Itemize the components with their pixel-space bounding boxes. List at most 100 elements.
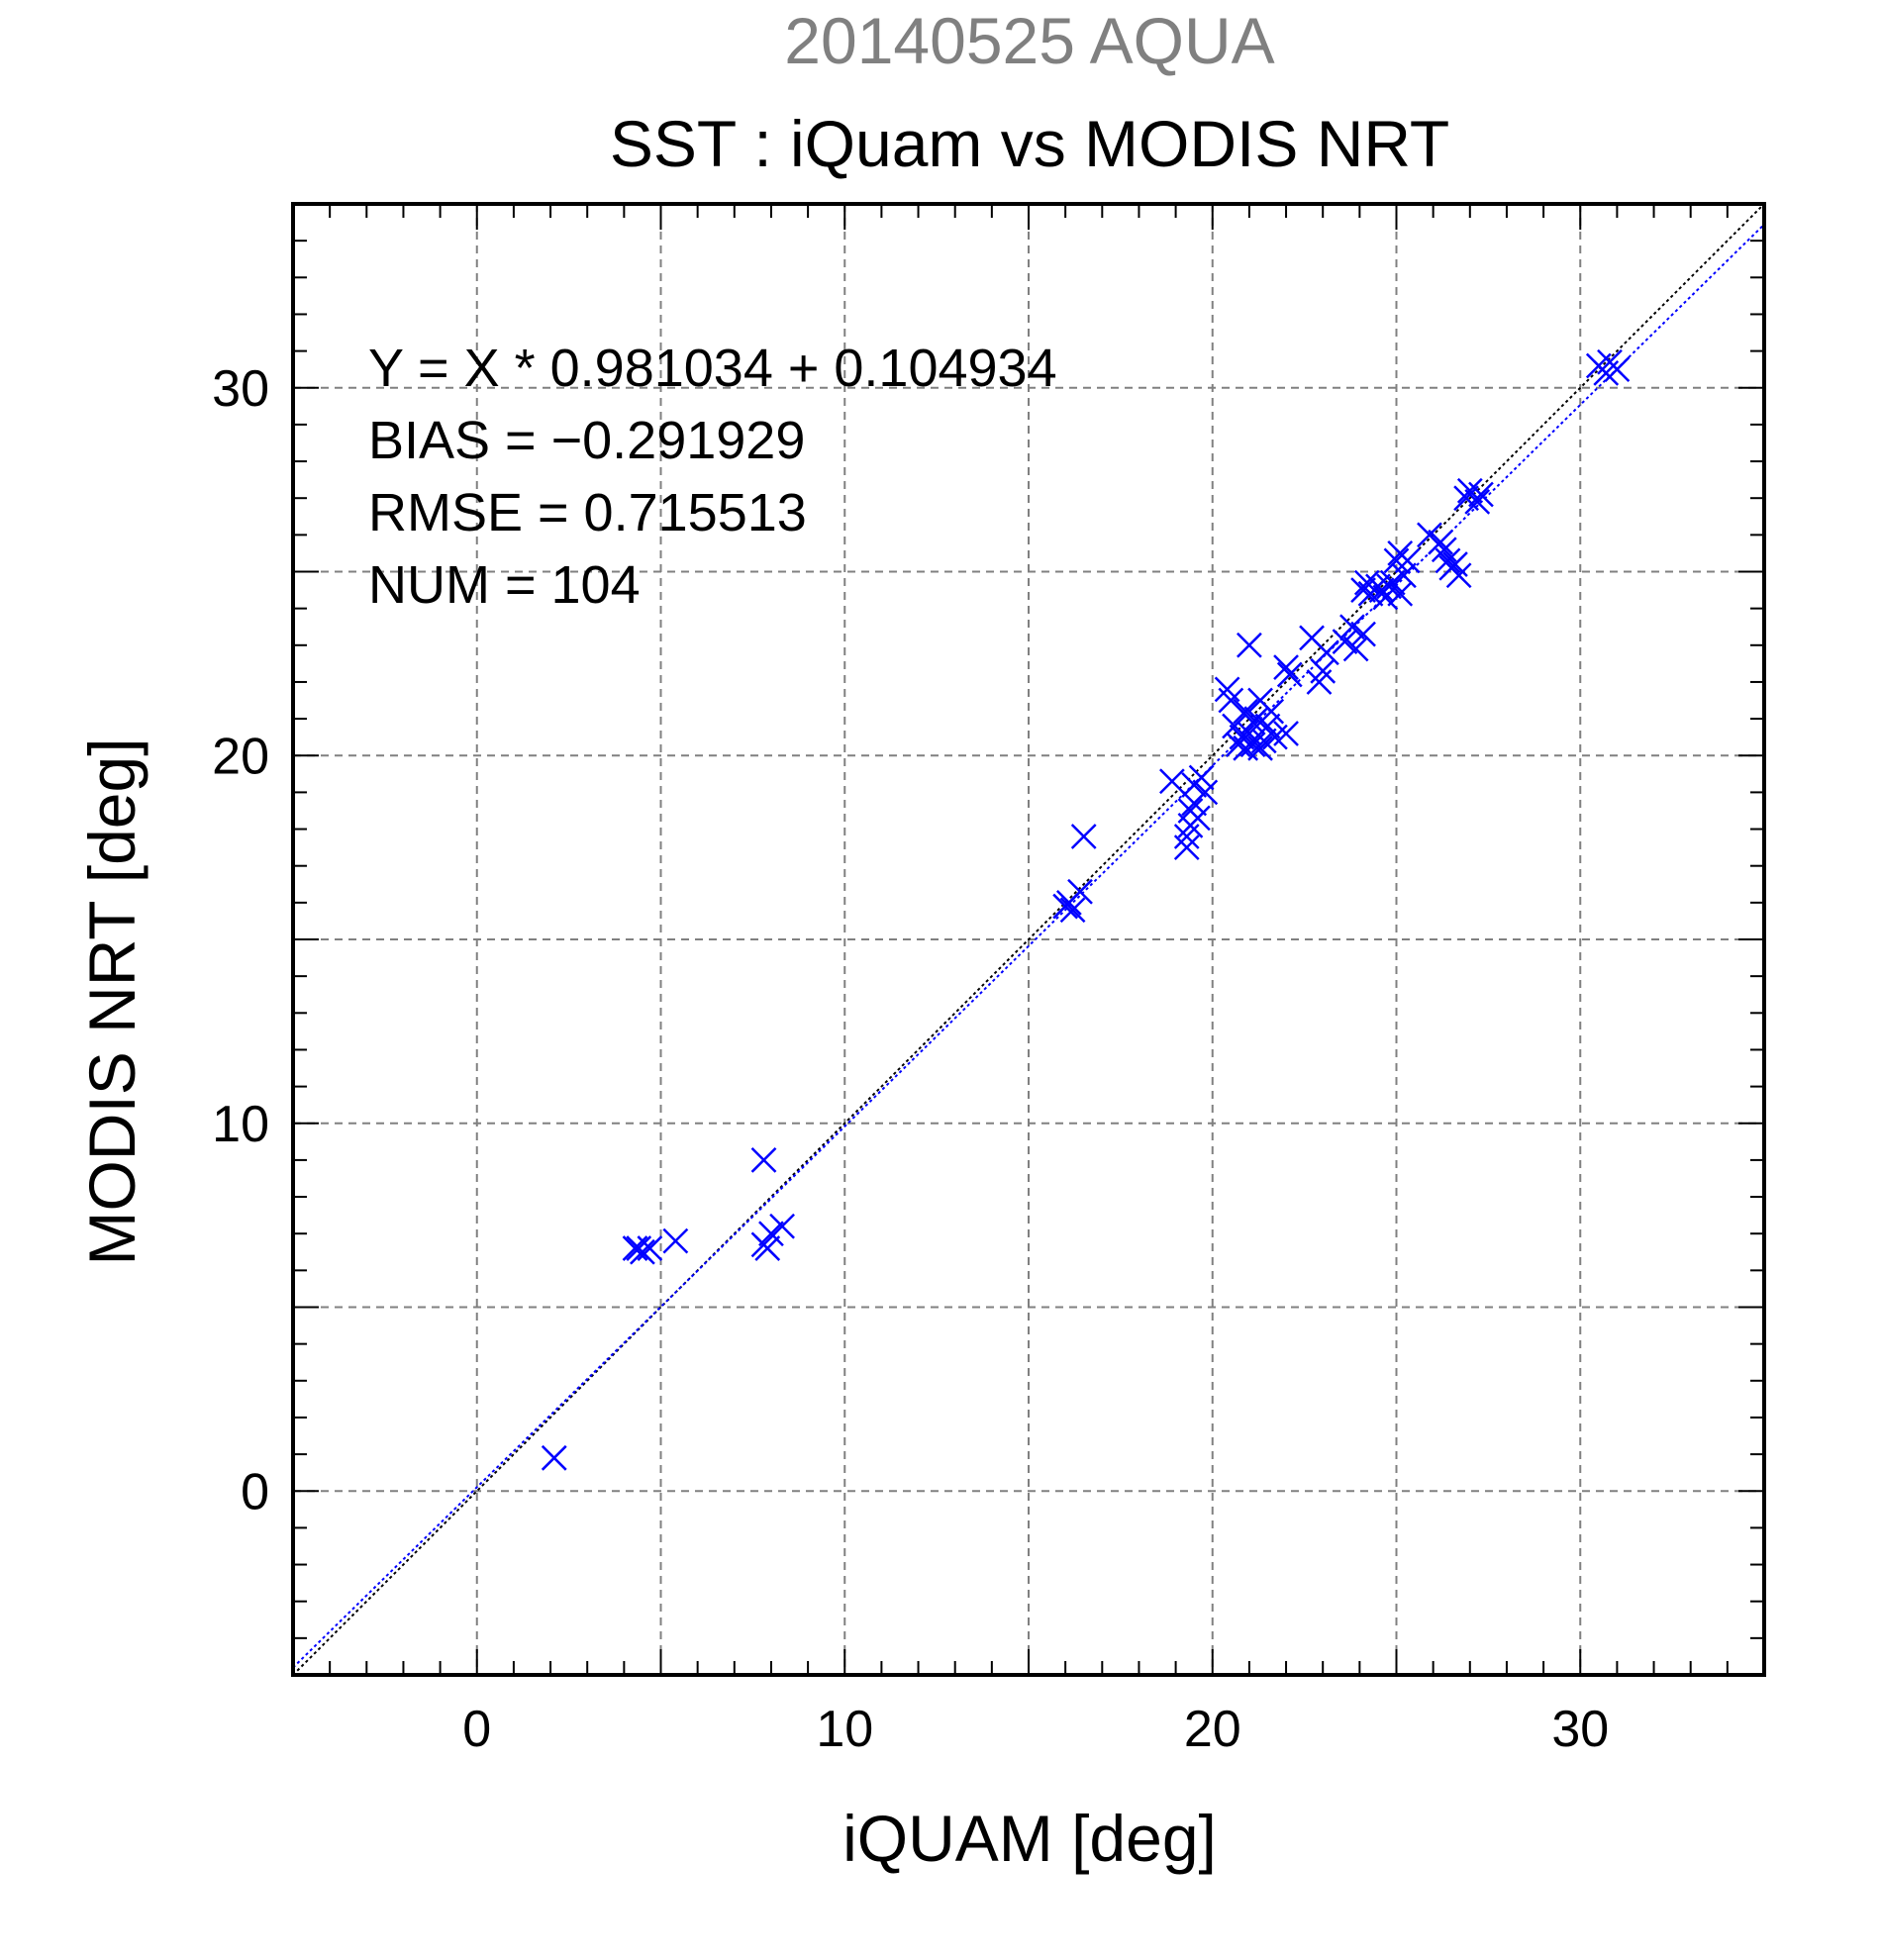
data-point-stroke xyxy=(1310,657,1336,684)
data-point-stroke xyxy=(1273,654,1299,680)
data-point xyxy=(1464,489,1491,515)
data-point-stroke xyxy=(541,1444,567,1471)
data-point xyxy=(541,1444,567,1471)
data-point-stroke xyxy=(662,1227,689,1254)
data-point-stroke xyxy=(1391,562,1417,589)
data-point xyxy=(1185,805,1211,832)
data-point xyxy=(1394,547,1421,574)
data-point xyxy=(1233,698,1259,725)
data-point-stroke xyxy=(769,1213,795,1239)
data-point xyxy=(1387,580,1414,607)
data-point-stroke xyxy=(1258,698,1285,725)
y-axis-label: MODIS NRT [deg] xyxy=(75,737,148,1265)
data-point-stroke xyxy=(1185,805,1211,832)
axis-ticks xyxy=(292,203,1765,1676)
regression-line xyxy=(293,224,1764,1669)
data-point-stroke xyxy=(1445,562,1472,589)
x-tick-label: 10 xyxy=(816,1701,873,1758)
data-point xyxy=(754,1235,781,1261)
fit-statistic-line: BIAS = −0.291929 xyxy=(368,411,805,470)
data-point-stroke xyxy=(1383,547,1410,574)
data-point xyxy=(1314,639,1339,666)
data-point-stroke xyxy=(1314,639,1339,666)
data-point-stroke xyxy=(1243,706,1270,732)
data-point-stroke xyxy=(1237,632,1262,658)
data-point-stroke xyxy=(1428,529,1453,555)
chart-title: SST : iQuam vs MODIS NRT xyxy=(610,107,1449,180)
data-point-stroke xyxy=(1417,522,1442,548)
data-point-stroke xyxy=(1247,735,1273,761)
data-point xyxy=(1254,713,1281,739)
data-point-stroke xyxy=(1394,547,1421,574)
fit-statistic-line: Y = X * 0.981034 + 0.104934 xyxy=(368,339,1057,398)
data-point-stroke xyxy=(1387,580,1414,607)
data-point-stroke xyxy=(1464,489,1491,515)
data-point xyxy=(1192,779,1219,806)
data-point xyxy=(1258,698,1285,725)
data-point xyxy=(662,1227,689,1254)
data-point xyxy=(1247,735,1273,761)
data-point-stroke xyxy=(1350,577,1376,603)
data-point-stroke xyxy=(1059,897,1086,924)
data-point-stroke xyxy=(630,1238,655,1265)
data-point xyxy=(1350,577,1376,603)
y-tick-label: 0 xyxy=(241,1463,269,1520)
data-point-stroke xyxy=(1342,636,1369,662)
y-tick-label: 20 xyxy=(212,728,269,785)
data-point xyxy=(1059,897,1086,924)
data-point xyxy=(1379,569,1406,596)
data-point-stroke xyxy=(637,1235,663,1261)
data-point-stroke xyxy=(1233,698,1259,725)
data-point-stroke xyxy=(1350,621,1376,647)
data-point xyxy=(1435,547,1461,574)
data-point-stroke xyxy=(1379,569,1406,596)
data-point xyxy=(1383,547,1410,574)
data-point-stroke xyxy=(754,1235,781,1261)
data-point-stroke xyxy=(1604,356,1631,383)
data-point-stroke xyxy=(1173,834,1200,861)
data-point-stroke xyxy=(1229,724,1255,750)
data-point xyxy=(1273,721,1299,746)
data-point xyxy=(1391,562,1417,589)
data-point-stroke xyxy=(1299,625,1325,651)
data-point xyxy=(1188,764,1215,791)
data-point xyxy=(1350,621,1376,647)
data-point-stroke xyxy=(1276,661,1303,688)
data-point xyxy=(1445,562,1472,589)
data-point-stroke xyxy=(758,1221,784,1247)
data-point-stroke xyxy=(1159,768,1185,795)
data-point xyxy=(1173,834,1200,861)
data-point xyxy=(630,1238,655,1265)
data-point xyxy=(1218,687,1244,714)
data-point-stroke xyxy=(1442,551,1468,577)
data-point-stroke xyxy=(1431,537,1457,563)
data-point xyxy=(750,1147,777,1173)
data-point-stroke xyxy=(1192,779,1219,806)
data-point-stroke xyxy=(1468,481,1494,508)
chart-supertitle: 20140525 AQUA xyxy=(784,4,1274,77)
data-point xyxy=(1339,614,1365,640)
data-point-stroke xyxy=(1254,713,1281,739)
data-point-stroke xyxy=(1339,614,1365,640)
fit-statistic-line: NUM = 104 xyxy=(368,555,641,615)
data-point-stroke xyxy=(1435,547,1461,574)
data-point-stroke xyxy=(1067,878,1093,905)
data-point-stroke xyxy=(1070,824,1097,849)
x-tick-label: 30 xyxy=(1551,1701,1609,1758)
data-point-stroke xyxy=(1353,569,1380,596)
data-point-stroke xyxy=(1453,485,1479,512)
data-point xyxy=(1276,661,1303,688)
x-tick-labels: 0 10 20 30 xyxy=(462,1701,1609,1758)
data-point xyxy=(1342,636,1369,662)
data-point xyxy=(1237,632,1262,658)
data-point xyxy=(769,1213,795,1239)
data-point xyxy=(1067,878,1093,905)
x-tick-label: 20 xyxy=(1184,1701,1241,1758)
data-point-stroke xyxy=(1332,629,1358,654)
data-point xyxy=(1159,768,1185,795)
data-point-stroke xyxy=(1456,477,1483,504)
data-point-stroke xyxy=(1273,721,1299,746)
x-tick-label: 0 xyxy=(462,1701,491,1758)
data-point xyxy=(637,1235,663,1261)
